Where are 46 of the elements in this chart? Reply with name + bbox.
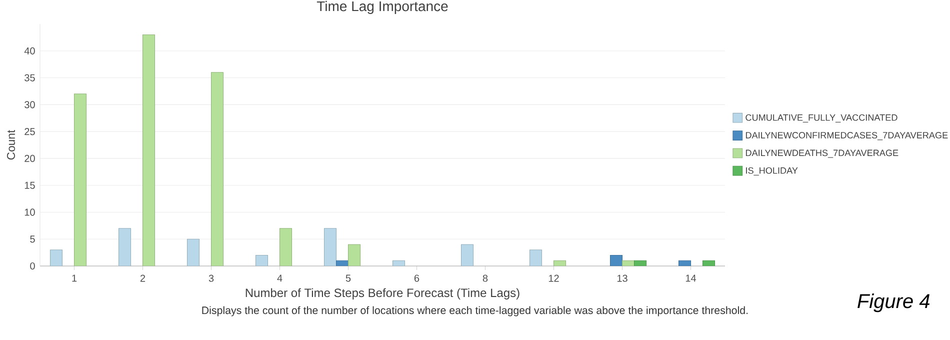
y-tick-label: 40 [24,47,35,54]
y-tick-label: 25 [24,128,35,136]
bar [610,254,623,266]
y-axis-title: Count [7,130,16,160]
y-tick-label: 5 [30,236,35,243]
x-tick-label: 4 [277,274,282,282]
y-tick-label: 35 [24,74,35,82]
x-tick-label: 13 [617,274,628,282]
x-tick-label: 2 [140,274,146,282]
bar [392,260,406,266]
bar [255,254,268,266]
bar [634,260,647,266]
x-tick-label: 12 [548,274,559,282]
x-axis-title: Number of Time Steps Before Forecast (Time Lags) [246,288,520,300]
bar [186,238,200,266]
bar [74,94,87,266]
bar [279,228,292,266]
x-tick-label: 5 [346,274,351,282]
y-tick-label: 0 [30,262,35,270]
y-tick-label: 20 [24,154,35,162]
bar [336,260,349,266]
bar [678,260,692,266]
bar [460,244,474,266]
bar [348,244,361,266]
bar [324,228,337,266]
chart-title: Time Lag Importance [316,0,448,14]
y-tick-label: 30 [24,101,35,108]
x-tick-label: 3 [208,274,214,282]
x-tick-label: 14 [686,274,696,282]
caption: Figure 4 [858,294,930,312]
legend-label: CUMULATIVE_FULLY_VACCINATED [746,114,898,122]
legend-label: DAILYNEWCONFIRMEDCASES_7DAYAVERAGE [746,132,948,140]
legend-label: DAILYNEWDEATHS_7DAYAVERAGE [746,150,898,158]
text: Displays the count of the number of locations where each time-lagged variable was above the importance threshold. [202,306,748,316]
x-tick-label: 8 [482,274,488,282]
bar [142,34,156,266]
x-tick-label: 6 [414,274,420,282]
bar [529,250,542,266]
x-tick-label: 1 [72,274,77,282]
bar [210,72,224,266]
bar [702,260,716,266]
bar [118,228,132,266]
y-tick-label: 15 [24,182,35,189]
legend-label: IS_HOLIDAY [746,167,798,176]
y-tick-label: 10 [24,208,35,216]
bar [50,250,63,266]
